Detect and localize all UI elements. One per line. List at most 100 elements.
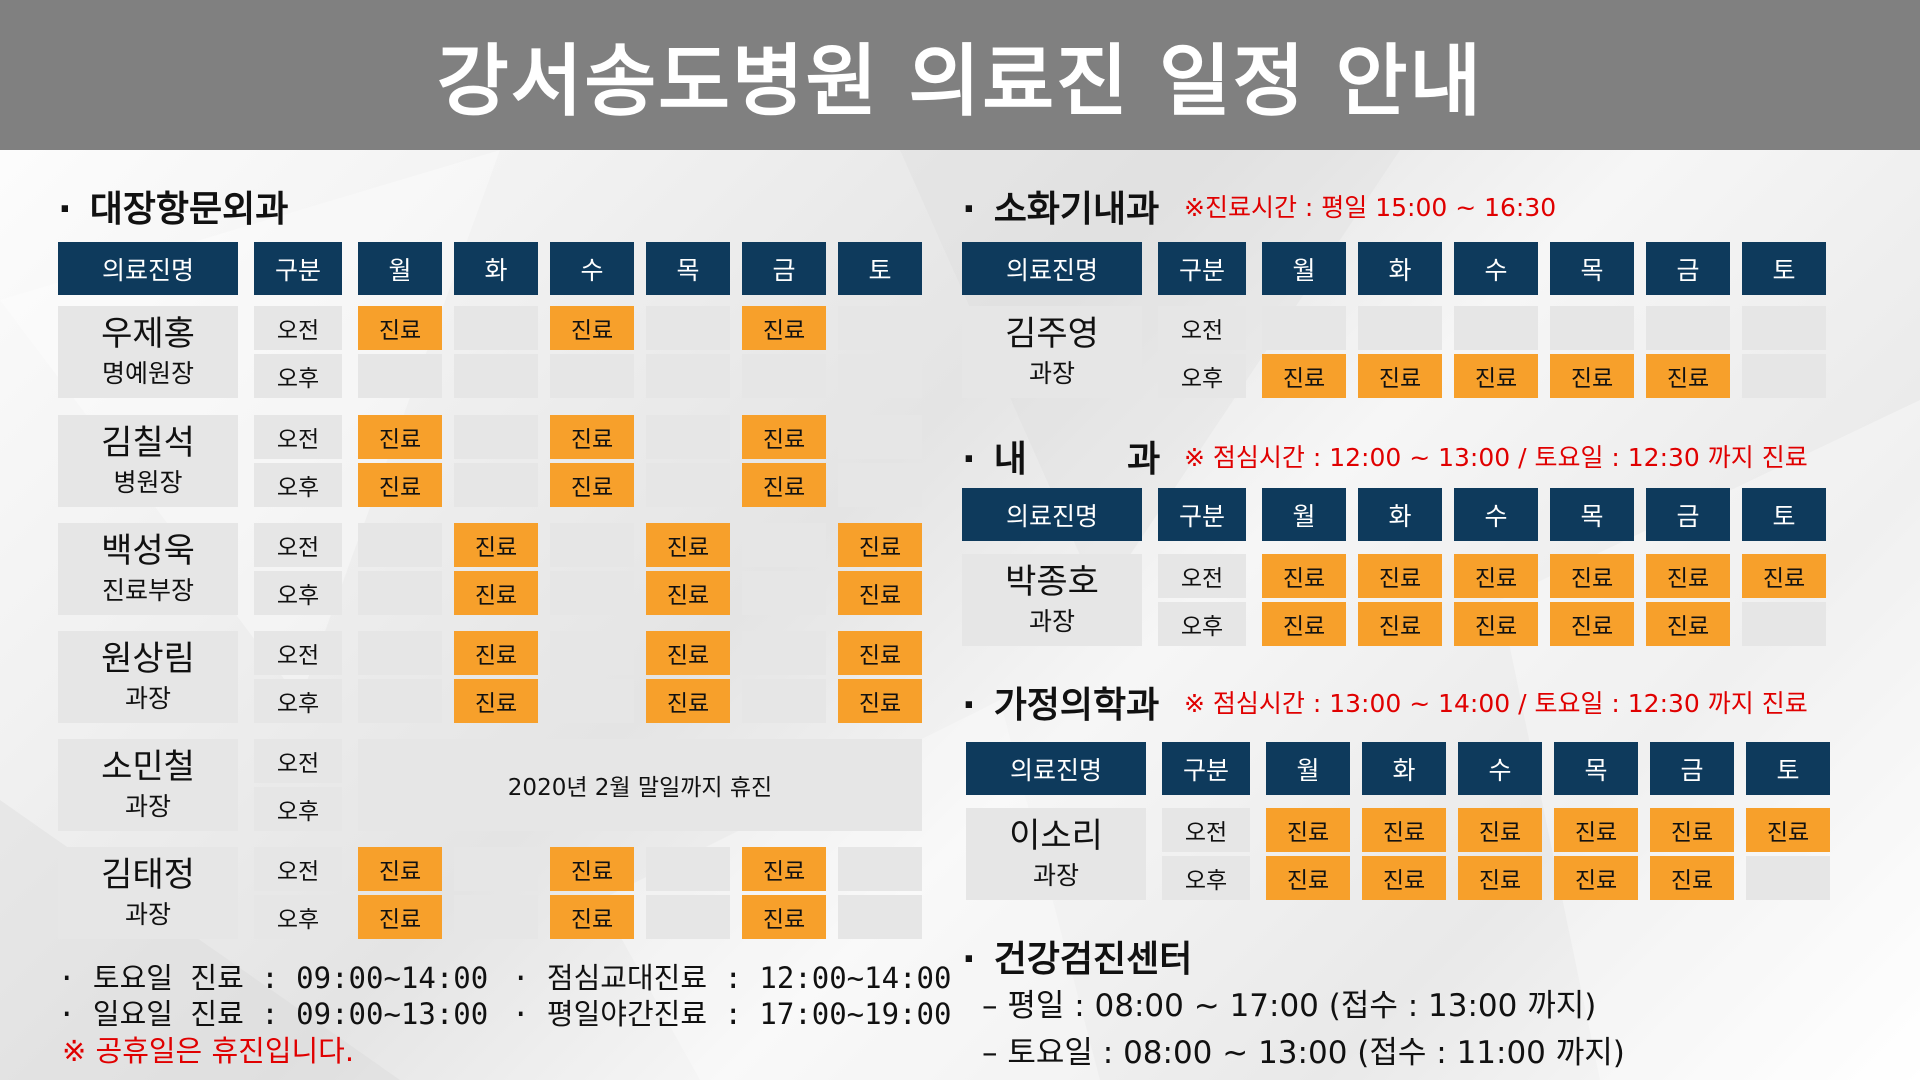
period-label: 오후	[1158, 602, 1246, 646]
table-header-colorectal-0: 의료진명	[58, 242, 238, 295]
clinic-slot-active: 진료	[1358, 354, 1442, 398]
clinic-slot-active: 진료	[454, 523, 538, 567]
table-header-colorectal-1: 구분	[254, 242, 342, 295]
table-header-gastro-2: 월	[1262, 242, 1346, 295]
table-header-gastro-6: 금	[1646, 242, 1730, 295]
footer-lunch-shift: · 점심교대진료 : 12:00~14:00	[512, 961, 952, 995]
clinic-slot-empty	[550, 354, 634, 398]
clinic-slot-active: 진료	[358, 847, 442, 891]
footer-holiday-note: ※ 공휴일은 휴진입니다.	[62, 1034, 355, 1068]
clinic-slot-empty	[742, 679, 826, 723]
clinic-slot-empty	[1646, 306, 1730, 350]
clinic-slot-active: 진료	[550, 415, 634, 459]
section-bullet: ·	[58, 189, 72, 230]
doctor-title: 병원장	[113, 468, 183, 497]
clinic-slot-empty	[838, 895, 922, 939]
clinic-slot-empty	[742, 631, 826, 675]
table-header-internal-0: 의료진명	[962, 488, 1142, 541]
clinic-slot-active: 진료	[646, 679, 730, 723]
table-header-internal-5: 목	[1550, 488, 1634, 541]
doctor-title: 진료부장	[101, 576, 194, 605]
clinic-slot-empty	[742, 571, 826, 615]
footer-sunday: · 일요일 진료 : 09:00~13:00	[58, 997, 489, 1031]
clinic-slot-empty	[358, 523, 442, 567]
period-label: 오전	[254, 739, 342, 783]
clinic-slot-empty	[646, 354, 730, 398]
table-header-family-3: 화	[1362, 742, 1446, 795]
table-header-internal-1: 구분	[1158, 488, 1246, 541]
doctor-name: 백성욱	[101, 531, 195, 571]
clinic-slot-empty	[1746, 856, 1830, 900]
table-header-family-2: 월	[1266, 742, 1350, 795]
clinic-slot-empty	[454, 463, 538, 507]
period-label: 오전	[254, 847, 342, 891]
doctor-title: 과장	[124, 684, 171, 713]
clinic-slot-empty	[358, 354, 442, 398]
clinic-slot-active: 진료	[358, 895, 442, 939]
table-header-internal-4: 수	[1454, 488, 1538, 541]
table-header-gastro-1: 구분	[1158, 242, 1246, 295]
clinic-slot-active: 진료	[838, 571, 922, 615]
section-title-gastro: · 소화기내과	[962, 180, 1159, 232]
clinic-slot-empty	[838, 354, 922, 398]
clinic-slot-empty	[454, 895, 538, 939]
clinic-slot-active: 진료	[358, 463, 442, 507]
clinic-slot-active: 진료	[1550, 554, 1634, 598]
doctor-name: 소민철	[101, 747, 195, 787]
section-bullet: ·	[962, 189, 976, 230]
clinic-slot-active: 진료	[742, 895, 826, 939]
period-label: 오후	[254, 895, 342, 939]
doctor-title: 명예원장	[101, 359, 194, 388]
section-note-internal: ※ 점심시간 : 12:00 ~ 13:00 / 토요일 : 12:30 까지 …	[1184, 443, 1808, 472]
clinic-slot-empty	[838, 847, 922, 891]
clinic-slot-empty	[838, 306, 922, 350]
clinic-slot-active: 진료	[550, 463, 634, 507]
clinic-slot-active: 진료	[1550, 602, 1634, 646]
table-header-colorectal-5: 목	[646, 242, 730, 295]
clinic-slot-active: 진료	[646, 523, 730, 567]
doctor-cell: 이소리 과장	[966, 808, 1146, 900]
clinic-slot-empty	[454, 847, 538, 891]
period-label: 오후	[254, 354, 342, 398]
period-label: 오후	[254, 679, 342, 723]
section-bullet: ·	[962, 685, 976, 726]
clinic-slot-active: 진료	[742, 847, 826, 891]
clinic-slot-empty	[550, 523, 634, 567]
doctor-title: 과장	[1028, 359, 1075, 388]
period-label: 오전	[254, 415, 342, 459]
clinic-slot-empty	[646, 306, 730, 350]
clinic-slot-empty	[1358, 306, 1442, 350]
doctor-title: 과장	[1028, 607, 1075, 636]
clinic-slot-active: 진료	[1454, 354, 1538, 398]
clinic-slot-empty	[550, 631, 634, 675]
period-label: 오전	[1158, 306, 1246, 350]
table-header-family-1: 구분	[1162, 742, 1250, 795]
clinic-slot-active: 진료	[1262, 354, 1346, 398]
clinic-slot-active: 진료	[550, 895, 634, 939]
table-header-family-5: 목	[1554, 742, 1638, 795]
title-bar: 강서송도병원 의료진 일정 안내	[0, 0, 1920, 150]
doctor-cell: 김태정 과장	[58, 847, 238, 939]
section-title-text: 건강검진센터	[993, 939, 1193, 980]
clinic-slot-active: 진료	[1266, 856, 1350, 900]
table-header-internal-2: 월	[1262, 488, 1346, 541]
doctor-name: 우제홍	[101, 314, 195, 354]
clinic-slot-active: 진료	[358, 306, 442, 350]
clinic-slot-active: 진료	[1266, 808, 1350, 852]
clinic-slot-active: 진료	[550, 847, 634, 891]
clinic-slot-active: 진료	[1358, 554, 1442, 598]
table-header-gastro-5: 목	[1550, 242, 1634, 295]
clinic-slot-active: 진료	[1458, 856, 1542, 900]
clinic-slot-active: 진료	[1746, 808, 1830, 852]
clinic-slot-empty	[646, 463, 730, 507]
clinic-slot-empty	[838, 415, 922, 459]
period-label: 오전	[1158, 554, 1246, 598]
clinic-slot-active: 진료	[1650, 856, 1734, 900]
clinic-slot-active: 진료	[1646, 602, 1730, 646]
doctor-name: 박종호	[1005, 562, 1099, 602]
doctor-name: 김주영	[1005, 314, 1099, 354]
clinic-slot-active: 진료	[646, 631, 730, 675]
clinic-slot-active: 진료	[1646, 354, 1730, 398]
clinic-slot-active: 진료	[1454, 554, 1538, 598]
